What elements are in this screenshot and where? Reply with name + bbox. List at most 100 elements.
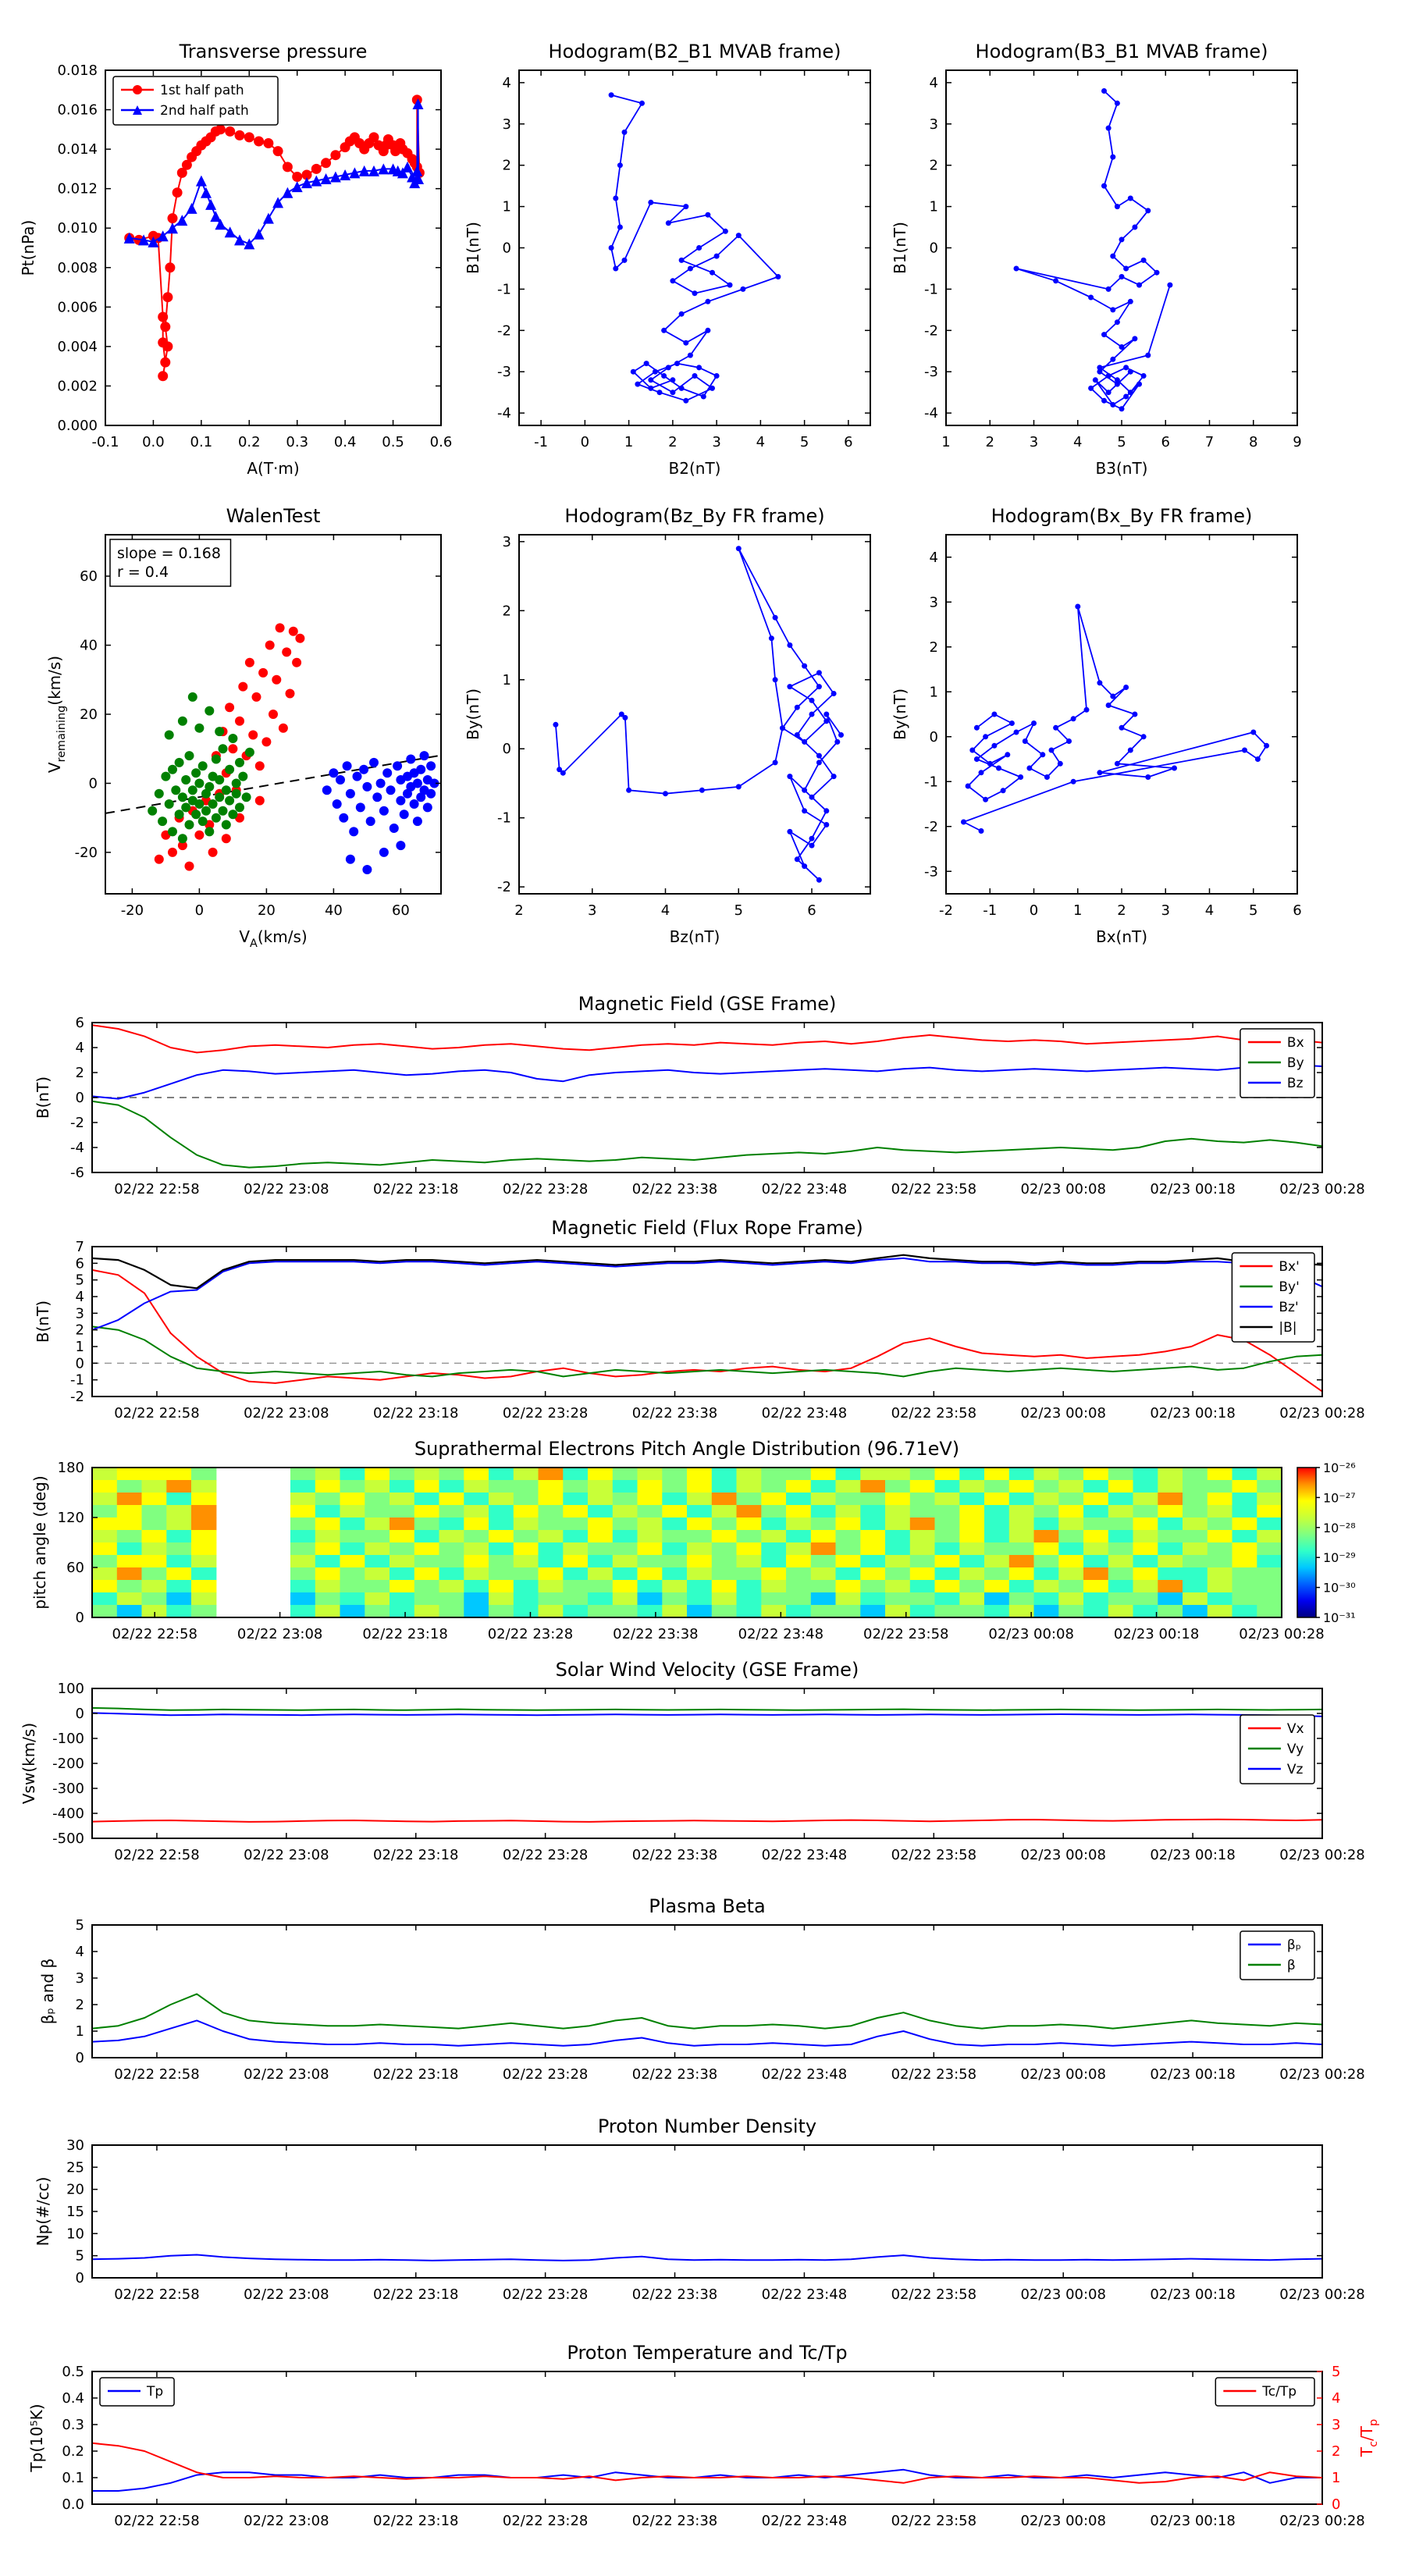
marker-circle [235,802,244,813]
heat-cell [141,1517,167,1531]
marker-circle [426,788,436,799]
heat-cell [365,1505,390,1518]
heat-cell [637,1480,663,1493]
heat-cell [365,1530,390,1543]
series-np [91,2254,1323,2261]
marker-dot [1097,770,1103,776]
marker-dot [683,340,689,346]
x-tick-label: -1 [534,434,548,450]
heat-cell [909,1505,936,1518]
marker-dot [787,684,793,690]
heat-cell [909,1555,936,1568]
marker-dot [794,856,800,863]
marker-circle [181,159,192,170]
heat-cell [662,1542,688,1556]
marker-dot [1097,368,1103,375]
marker-triangle [123,232,135,244]
marker-circle [167,213,178,224]
heat-cell [1158,1530,1183,1543]
colorbar-label: 10⁻²⁷ [1323,1490,1356,1505]
marker-circle [215,792,225,802]
pad-spectrogram-plot: 02/22 22:58 02/22 23:08 02/22 23:18 02/22 2… [30,1438,1356,1642]
heat-cell [1158,1567,1183,1581]
marker-dot [618,711,624,717]
marker-dot [1053,278,1059,284]
y-tick-label: 20 [80,706,98,723]
heat-cell [340,1468,365,1481]
heat-cell [959,1505,985,1518]
marker-dot [1088,385,1094,391]
marker-dot [1083,706,1090,713]
marker-circle [416,764,426,774]
marker-dot [780,725,785,731]
heat-cell [786,1480,812,1493]
heat-cell [116,1517,143,1531]
marker-dot [622,714,628,720]
x-tick-label: 02/23 00:18 [1150,2066,1235,2083]
marker-circle [201,806,211,816]
marker-dot [560,770,566,776]
plot-title: WalenTest [226,505,321,527]
heat-cell [92,1517,118,1531]
heat-cell [588,1493,614,1506]
x-tick-label: 02/22 23:58 [891,2513,976,2529]
y-tick-label: 2 [930,158,938,174]
temperature-plot: 02/22 22:58 02/22 23:08 02/22 23:18 02/22 2… [27,2342,1380,2529]
heat-cell [489,1517,514,1531]
marker-dot [1013,265,1019,272]
heat-cell [513,1605,539,1618]
x-tick-label: 1 [1073,902,1082,919]
heat-cell [909,1592,936,1606]
x-tick-label: 5 [800,434,809,450]
heat-cell [687,1480,713,1493]
heat-cell [1033,1592,1059,1606]
heat-cell [141,1480,167,1493]
heat-cell [662,1517,688,1531]
marker-triangle [301,177,312,189]
x-tick-label: 02/22 23:18 [373,1181,458,1197]
marker-dot [735,546,742,552]
marker-circle [244,132,254,143]
heat-cell [1083,1605,1109,1618]
hodogram-bx-by-series-area [961,603,1270,834]
marker-dot [809,842,815,849]
x-tick-label: 0.2 [238,434,261,450]
heat-cell [414,1542,440,1556]
heat-cell [191,1567,217,1581]
heat-cell [116,1480,143,1493]
heat-cell [909,1580,936,1593]
heat-cell [1158,1592,1183,1606]
marker-circle [261,737,272,747]
y-tick-label: 0.000 [57,418,98,434]
x-tick-label: 2 [1117,902,1126,919]
x-tick-label: 02/22 23:28 [503,2513,588,2529]
heat-cell [588,1605,614,1618]
x-tick-label: 02/22 23:58 [891,1181,976,1197]
heat-cell [786,1605,812,1618]
marker-dot [1242,747,1247,753]
heat-cell [885,1555,911,1568]
heat-cell [141,1468,167,1481]
y-tick-label: -3 [924,364,938,380]
heat-cell [786,1542,812,1556]
marker-dot [696,365,702,371]
marker-circle [330,150,341,161]
x-tick-label: 02/22 23:38 [632,1847,717,1863]
marker-circle [218,806,228,816]
heat-cell [1158,1493,1183,1506]
marker-circle [187,692,197,702]
marker-dot [652,368,658,375]
marker-dot [705,298,711,304]
plot-title: Hodogram(Bz_By FR frame) [564,505,824,527]
x-tick-label: -0.1 [91,434,119,450]
heat-cell [761,1555,787,1568]
heat-cell [736,1580,762,1593]
heat-cell [835,1592,861,1606]
x-tick-label: 02/22 23:08 [244,2066,329,2083]
y-tick-label: 0.012 [57,181,98,197]
marker-dot [1044,774,1050,780]
marker-dot [1119,724,1125,731]
heat-cell [810,1592,837,1606]
heat-cell [984,1567,1010,1581]
plot-title: Transverse pressure [179,41,368,62]
